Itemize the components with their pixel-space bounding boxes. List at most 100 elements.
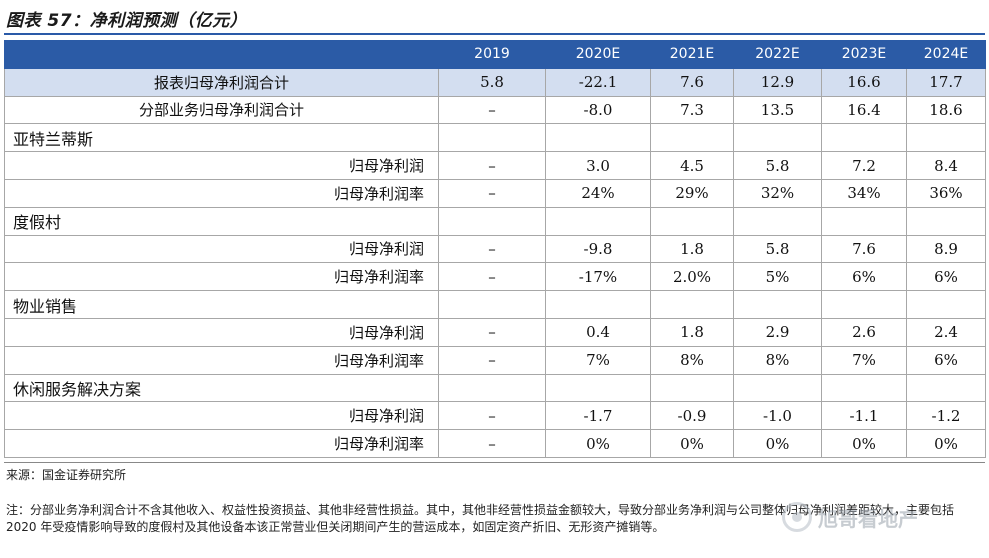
value-cell: -1.1 <box>821 401 907 431</box>
value-cell <box>438 206 546 236</box>
value-cell <box>438 373 546 403</box>
value-cell <box>821 290 907 319</box>
value-cell: 8.9 <box>906 234 986 264</box>
value-cell: 16.6 <box>821 67 907 97</box>
value-cell <box>545 373 651 403</box>
value-cell <box>438 290 546 319</box>
value-cell <box>821 373 907 403</box>
row-label: 归母净利润率 <box>4 345 439 375</box>
table-header-row: 2019 2020E 2021E 2022E 2023E 2024E <box>4 40 986 69</box>
value-cell: -1.2 <box>906 401 986 431</box>
table-row: 物业销售 <box>4 290 986 319</box>
value-cell: 24% <box>545 178 651 208</box>
value-cell <box>545 206 651 236</box>
value-cell: 0% <box>650 429 734 458</box>
footnote: 注：分部业务净利润合计不含其他收入、权益性投资损益、其他非经营性损益。其中，其他… <box>6 503 955 534</box>
value-cell <box>733 373 822 403</box>
row-label: 报表归母净利润合计 <box>4 67 439 97</box>
value-cell: 5.8 <box>438 67 546 97</box>
value-cell: 18.6 <box>906 95 986 125</box>
value-cell: 0% <box>545 429 651 458</box>
row-label: 归母净利润 <box>4 234 439 264</box>
value-cell: 4.5 <box>650 151 734 180</box>
header-cell: 2020E <box>545 40 651 69</box>
value-cell: 13.5 <box>733 95 822 125</box>
table-row: 归母净利润率 –7% 8% 8% 7% 6% <box>4 345 986 375</box>
row-label: 休闲服务解决方案 <box>4 373 439 403</box>
value-cell: 5.8 <box>733 151 822 180</box>
value-cell: 5.8 <box>733 234 822 264</box>
value-cell: -1.7 <box>545 401 651 431</box>
watermark-logo-icon <box>782 502 812 532</box>
value-cell <box>438 123 546 153</box>
value-cell: 1.8 <box>650 317 734 347</box>
value-cell <box>733 206 822 236</box>
value-cell: 7.6 <box>650 67 734 97</box>
table-row: 休闲服务解决方案 <box>4 373 986 403</box>
value-cell: -17% <box>545 262 651 292</box>
table-row: 归母净利润率 – -17% 2.0% 5% 6% 6% <box>4 262 986 292</box>
table-row: 归母净利润 – -1.7 -0.9 -1.0 -1.1 -1.2 <box>4 401 986 431</box>
value-cell <box>650 290 734 319</box>
value-cell <box>906 206 986 236</box>
value-cell <box>906 290 986 319</box>
value-cell: 2.0% <box>650 262 734 292</box>
value-cell <box>650 123 734 153</box>
value-cell: 0% <box>733 429 822 458</box>
value-cell: -8.0 <box>545 95 651 125</box>
row-label: 归母净利润 <box>4 401 439 431</box>
value-cell: -9.8 <box>545 234 651 264</box>
chart-title: 图表 57：净利润预测（亿元） <box>6 11 248 31</box>
watermark-text: 旭哥看地产 <box>818 506 918 531</box>
value-cell: 0.4 <box>545 317 651 347</box>
value-cell: 7.3 <box>650 95 734 125</box>
table-row: 分部业务归母净利润合计 – -8.0 7.3 13.5 16.4 18.6 <box>4 95 986 125</box>
value-cell: 2.6 <box>821 317 907 347</box>
table-row: 度假村 <box>4 206 986 236</box>
value-cell: 7.2 <box>821 151 907 180</box>
value-cell: 2.9 <box>733 317 822 347</box>
row-label: 亚特兰蒂斯 <box>4 123 439 153</box>
value-cell <box>545 123 651 153</box>
header-cell: 2021E <box>650 40 734 69</box>
net-profit-table: 2019 2020E 2021E 2022E 2023E 2024E 报表归母净利润合计 5.… <box>4 40 986 458</box>
value-cell: 0% <box>821 429 907 458</box>
value-cell: – <box>438 178 546 208</box>
table-row: 报表归母净利润合计 5.8 -22.1 7.6 12.9 16.6 17.7 <box>4 67 986 97</box>
value-cell <box>906 373 986 403</box>
table-row: 归母净利润 –0.4 1.8 2.9 2.6 2.4 <box>4 317 986 347</box>
value-cell: – <box>438 401 546 431</box>
row-label: 物业销售 <box>4 290 439 319</box>
header-cell: 2023E <box>821 40 907 69</box>
value-cell: – <box>438 151 546 180</box>
value-cell: – <box>438 262 546 292</box>
table-row: 归母净利润率 –0% 0% 0% 0% 0% <box>4 429 986 458</box>
value-cell <box>821 206 907 236</box>
header-cell: 2019 <box>438 40 546 69</box>
value-cell: 8% <box>733 345 822 375</box>
title-divider <box>4 33 985 35</box>
value-cell: 0% <box>906 429 986 458</box>
value-cell: 7% <box>821 345 907 375</box>
value-cell <box>821 123 907 153</box>
value-cell: 7% <box>545 345 651 375</box>
value-cell: 8.4 <box>906 151 986 180</box>
value-cell <box>545 290 651 319</box>
value-cell: 8% <box>650 345 734 375</box>
table-row: 归母净利润 – -9.8 1.8 5.8 7.6 8.9 <box>4 234 986 264</box>
value-cell: 6% <box>906 262 986 292</box>
value-cell <box>733 290 822 319</box>
value-cell <box>906 123 986 153</box>
value-cell: 5% <box>733 262 822 292</box>
row-label: 归母净利润 <box>4 317 439 347</box>
value-cell: – <box>438 234 546 264</box>
value-cell: 16.4 <box>821 95 907 125</box>
row-label: 归母净利润 <box>4 151 439 180</box>
header-cell <box>4 40 439 69</box>
value-cell: – <box>438 345 546 375</box>
value-cell: 17.7 <box>906 67 986 97</box>
value-cell: 34% <box>821 178 907 208</box>
table-row: 亚特兰蒂斯 <box>4 123 986 153</box>
value-cell: -1.0 <box>733 401 822 431</box>
source-text: 来源：国金证券研究所 <box>6 468 127 482</box>
